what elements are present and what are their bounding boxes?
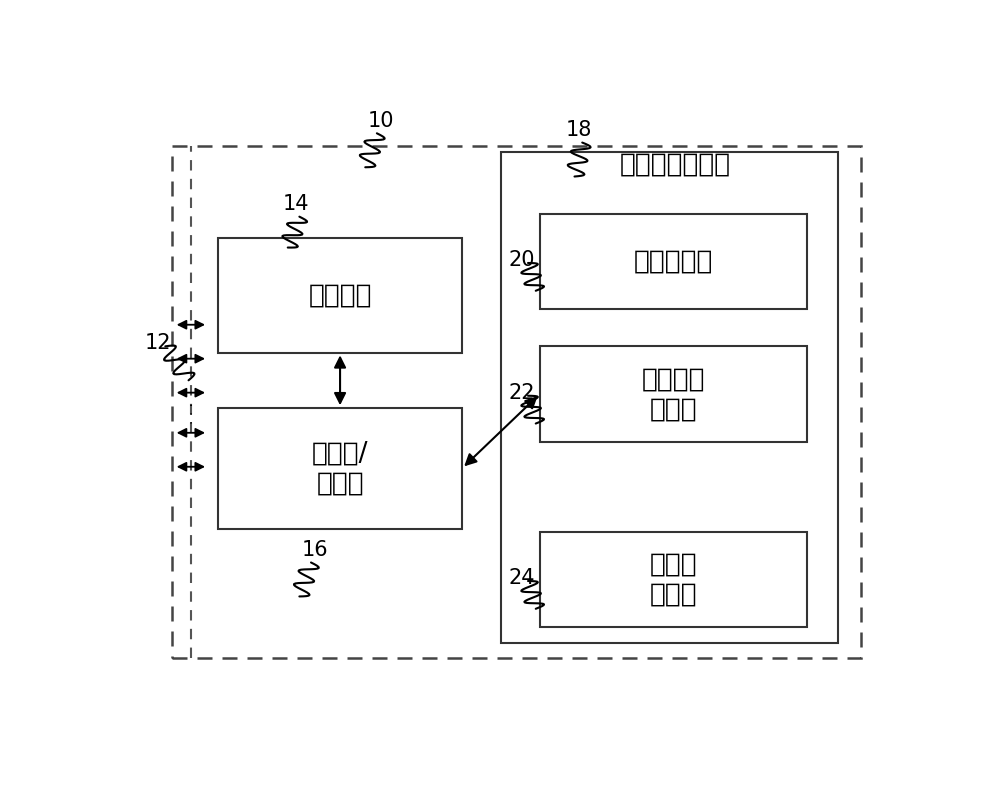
Bar xyxy=(218,238,462,353)
Text: . . .: . . . xyxy=(182,402,196,424)
Text: 20: 20 xyxy=(509,250,535,270)
Text: 18: 18 xyxy=(565,120,592,140)
Text: 自由条目
管理器: 自由条目 管理器 xyxy=(642,367,705,422)
Text: 12: 12 xyxy=(144,334,171,353)
Text: 24: 24 xyxy=(509,568,535,588)
Text: 16: 16 xyxy=(302,540,328,560)
Bar xyxy=(540,532,807,627)
Text: 处理器/
控制器: 处理器/ 控制器 xyxy=(312,440,368,496)
Text: 链接存储器: 链接存储器 xyxy=(634,249,713,274)
Bar xyxy=(540,213,807,310)
Text: 主存储器: 主存储器 xyxy=(308,282,372,309)
Bar xyxy=(501,152,838,642)
Bar xyxy=(540,346,807,442)
Text: 14: 14 xyxy=(282,194,309,214)
Text: 22: 22 xyxy=(509,383,535,403)
Text: 10: 10 xyxy=(368,111,394,131)
Bar xyxy=(172,146,861,658)
Text: 分布式链接列表: 分布式链接列表 xyxy=(620,151,731,177)
Bar xyxy=(218,408,462,529)
Text: 上下文
管理器: 上下文 管理器 xyxy=(650,552,697,607)
